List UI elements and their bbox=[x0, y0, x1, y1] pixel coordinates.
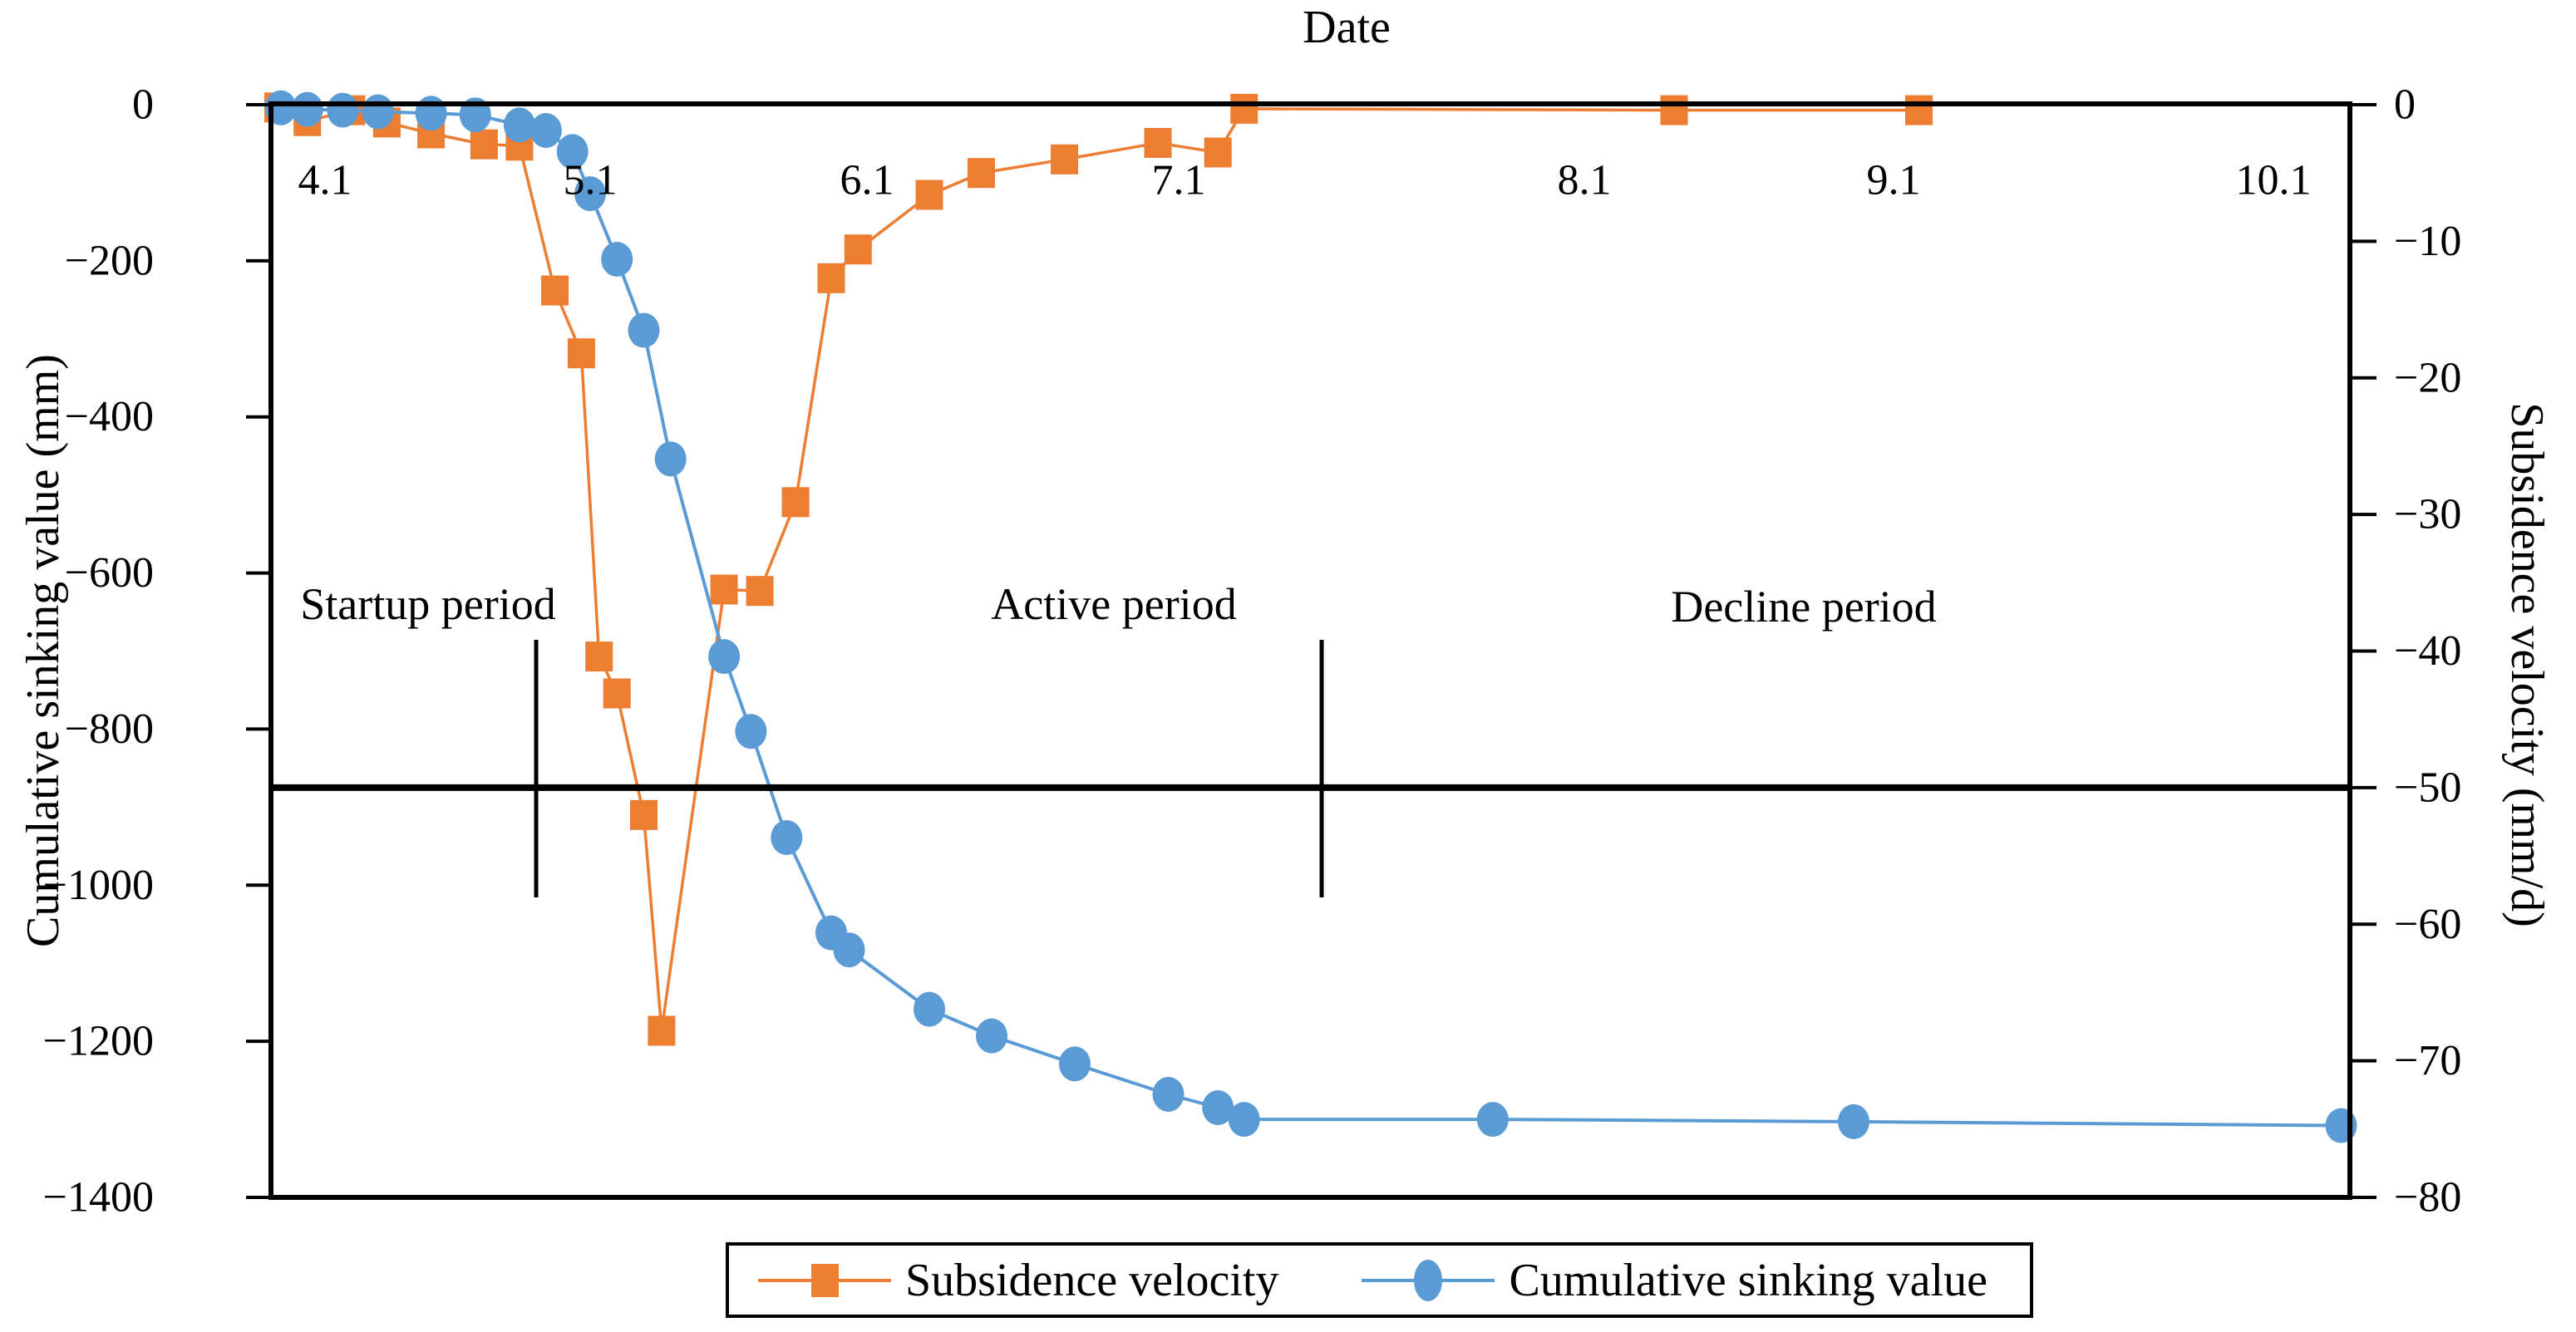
cumulative-sinking-value-marker bbox=[362, 94, 394, 130]
cumulative-sinking-value-marker bbox=[833, 932, 865, 968]
subsidence-velocity-marker bbox=[915, 179, 943, 210]
x-axis-tick-label: 8.1 bbox=[1558, 157, 1612, 204]
subsidence-velocity-marker bbox=[817, 263, 845, 293]
subsidence-velocity-marker bbox=[1204, 137, 1232, 168]
cumulative-sinking-value-marker bbox=[654, 441, 687, 477]
subsidence-velocity-marker bbox=[746, 576, 774, 607]
right-axis-tick-label: −60 bbox=[2394, 901, 2461, 948]
series-group bbox=[264, 90, 2357, 1143]
cumulative-sinking-value-marker bbox=[1202, 1090, 1234, 1125]
cumulative-sinking-value-line bbox=[280, 106, 2342, 1128]
subsidence-velocity-marker bbox=[968, 158, 995, 189]
left-axis-tick-label: −200 bbox=[65, 237, 154, 284]
annotation-decline-period: Decline period bbox=[1671, 582, 1937, 632]
cumulative-sinking-value-marker bbox=[1152, 1077, 1185, 1112]
left-axis-tick-label: −1000 bbox=[43, 862, 154, 909]
subsidence-velocity-legend-icon bbox=[758, 1263, 891, 1297]
plot-border bbox=[268, 101, 2352, 1200]
x-axis-tick-label: 5.1 bbox=[564, 157, 618, 204]
subsidence-velocity-marker bbox=[1051, 144, 1078, 174]
cumulative-sinking-value-marker bbox=[1228, 1102, 1260, 1138]
subsidence-velocity-marker bbox=[585, 641, 613, 672]
cumulative-sinking-value-marker bbox=[415, 96, 447, 131]
cumulative-sinking-value-marker bbox=[914, 991, 945, 1027]
subsidence-velocity-marker bbox=[1660, 95, 1688, 125]
left-axis-tick-label: 0 bbox=[132, 81, 154, 129]
left-axis-tick-label: −400 bbox=[65, 393, 154, 440]
left-axis-tick-label: −600 bbox=[65, 549, 154, 597]
legend-label: Cumulative sinking value bbox=[1509, 1254, 1987, 1306]
subsidence-velocity-marker bbox=[603, 678, 631, 709]
right-axis-tick-label: −40 bbox=[2394, 627, 2461, 675]
subsidence-velocity-marker bbox=[648, 1015, 676, 1046]
cumulative-sinking-value-marker bbox=[708, 639, 741, 675]
cumulative-sinking-value-marker bbox=[291, 91, 323, 127]
x-axis-tick-label: 4.1 bbox=[298, 157, 352, 204]
right-axis-tick-label: −10 bbox=[2394, 218, 2461, 265]
right-axis-tick-label: −50 bbox=[2394, 764, 2461, 811]
subsidence-velocity-marker bbox=[630, 799, 658, 830]
cumulative-sinking-value-marker bbox=[327, 92, 359, 128]
cumulative-sinking-value-marker bbox=[556, 134, 589, 170]
left-axis-tick-label: −1400 bbox=[43, 1174, 154, 1221]
right-axis-tick-label: 0 bbox=[2394, 81, 2416, 129]
subsidence-velocity-marker bbox=[567, 338, 595, 369]
cumulative-sinking-value-marker bbox=[529, 113, 562, 148]
legend-label: Subsidence velocity bbox=[905, 1254, 1279, 1306]
subsidence-velocity-marker bbox=[844, 234, 872, 265]
subsidence-velocity-line bbox=[271, 106, 1919, 1031]
subsidence-velocity-marker bbox=[470, 129, 498, 160]
x-axis-tick-label: 10.1 bbox=[2236, 157, 2312, 204]
cumulative-sinking-value-marker bbox=[1059, 1046, 1091, 1082]
subsidence-velocity-marker bbox=[1905, 95, 1933, 125]
cumulative-sinking-value-marker bbox=[976, 1018, 1007, 1054]
legend: Subsidence velocity Cumulative sinking v… bbox=[726, 1242, 2033, 1318]
cumulative-sinking-value-legend-icon bbox=[1362, 1259, 1495, 1301]
legend-item-cumulative-sinking-value: Cumulative sinking value bbox=[1357, 1254, 1987, 1307]
cumulative-sinking-value-marker bbox=[574, 176, 606, 212]
subsidence-velocity-marker bbox=[541, 275, 569, 306]
cumulative-sinking-value-marker bbox=[601, 242, 633, 277]
right-axis-tick-label: −20 bbox=[2394, 354, 2461, 401]
left-axis-tick-label: −1200 bbox=[43, 1018, 154, 1065]
right-axis-tick-label: −80 bbox=[2394, 1174, 2461, 1221]
cumulative-sinking-value-marker bbox=[1838, 1103, 1869, 1139]
annotation-startup-period: Startup period bbox=[300, 579, 556, 629]
legend-item-subsidence-velocity: Subsidence velocity bbox=[754, 1254, 1278, 1307]
subsidence-velocity-marker bbox=[781, 487, 810, 518]
cumulative-sinking-value-marker bbox=[1476, 1102, 1509, 1138]
subsidence-velocity-marker bbox=[1144, 128, 1172, 158]
cumulative-sinking-value-marker bbox=[735, 714, 767, 750]
subsidence-velocity-marker bbox=[1230, 93, 1258, 124]
cumulative-sinking-value-marker bbox=[628, 312, 660, 348]
x-axis-tick-label: 7.1 bbox=[1152, 157, 1206, 204]
cumulative-sinking-value-marker bbox=[503, 107, 535, 143]
annotation-active-period: Active period bbox=[991, 579, 1237, 629]
right-axis-tick-label: −70 bbox=[2394, 1037, 2461, 1084]
right-axis-tick-label: −30 bbox=[2394, 491, 2461, 538]
x-axis-title: Date bbox=[1303, 2, 1391, 53]
cumulative-sinking-value-marker bbox=[771, 820, 803, 855]
subsidence-velocity-marker bbox=[710, 574, 738, 605]
left-axis-tick-label: −800 bbox=[65, 705, 154, 753]
x-axis-tick-label: 6.1 bbox=[840, 157, 894, 204]
x-axis-tick-label: 9.1 bbox=[1867, 157, 1921, 204]
